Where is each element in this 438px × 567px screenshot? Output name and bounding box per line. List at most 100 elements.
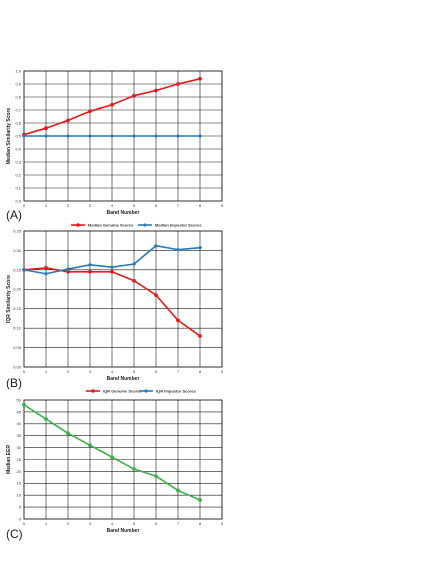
y-tick-label: 0.5 xyxy=(15,133,21,138)
x-tick-label: 6 xyxy=(155,369,158,374)
legend-swatch-marker xyxy=(91,389,95,393)
data-point xyxy=(44,417,48,421)
y-tick-label: 0.2 xyxy=(15,172,21,177)
y-tick-label: 35 xyxy=(17,433,22,438)
data-point xyxy=(88,109,92,114)
data-point xyxy=(198,498,202,502)
panel-label: (C) xyxy=(6,527,23,541)
data-point xyxy=(66,118,70,123)
data-point xyxy=(176,82,180,86)
x-tick-label: 4 xyxy=(111,521,114,526)
data-point xyxy=(132,278,136,283)
y-axis-title: IQR Similarity Score xyxy=(6,275,12,323)
y-tick-label: 20 xyxy=(17,469,22,474)
x-tick-label: 8 xyxy=(199,521,202,526)
y-tick-label: 0.15 xyxy=(13,306,22,311)
y-tick-label: 30 xyxy=(17,445,22,450)
data-point xyxy=(87,133,93,139)
data-point xyxy=(176,488,180,493)
y-tick-label: 0.3 xyxy=(15,159,21,164)
data-point xyxy=(21,267,27,273)
y-tick-label: 0.25 xyxy=(13,267,22,272)
y-tick-label: 0.20 xyxy=(13,287,22,292)
data-point xyxy=(109,133,115,139)
x-tick-label: 9 xyxy=(221,521,224,526)
y-tick-label: 0 xyxy=(19,516,22,521)
x-axis-title: Band Number xyxy=(107,376,140,382)
data-point xyxy=(131,133,137,139)
data-point xyxy=(175,247,181,252)
y-tick-label: 0.0 xyxy=(15,198,21,203)
data-point xyxy=(132,93,136,98)
data-point xyxy=(44,266,48,270)
x-tick-label: 0 xyxy=(23,521,26,526)
legend-label: IQR Impostor Scores xyxy=(156,389,197,394)
data-point xyxy=(22,402,26,407)
x-tick-label: 0 xyxy=(23,203,26,208)
chart-panel-1: 0 1 2 3 4 5 6 7 8 9 0.00 0.05 0.10 0.15 0.20 0.25 0.30 0.… xyxy=(6,228,224,393)
y-tick-label: 25 xyxy=(17,457,22,462)
data-point xyxy=(66,431,70,436)
x-axis-title: Band Number xyxy=(107,528,140,534)
legend-label: Median Impostor Scores xyxy=(155,223,202,228)
y-axis-title: Median Similarity Score xyxy=(6,108,12,165)
data-point xyxy=(88,443,92,448)
data-point xyxy=(197,133,203,139)
x-axis-title: Band Number xyxy=(107,210,140,216)
x-tick-label: 5 xyxy=(133,369,136,374)
data-point xyxy=(66,269,70,274)
y-tick-label: 0.00 xyxy=(13,364,22,369)
y-tick-label: 10 xyxy=(17,493,22,498)
data-point xyxy=(153,133,159,139)
y-axis-title: Median EER xyxy=(6,445,12,474)
x-tick-label: 1 xyxy=(45,521,48,526)
y-tick-label: 0.35 xyxy=(13,228,22,233)
y-tick-label: 0.05 xyxy=(13,345,22,350)
y-tick-label: 1.0 xyxy=(15,68,21,73)
data-point xyxy=(131,261,137,267)
x-tick-label: 2 xyxy=(67,203,70,208)
data-point xyxy=(197,245,203,250)
y-tick-label: 0.9 xyxy=(15,81,21,86)
data-point xyxy=(198,334,202,338)
x-tick-label: 7 xyxy=(177,203,180,208)
x-tick-label: 3 xyxy=(89,521,92,526)
data-point xyxy=(153,243,159,248)
y-tick-label: 45 xyxy=(17,409,22,414)
data-point xyxy=(65,266,71,272)
data-point xyxy=(175,133,181,139)
x-tick-label: 7 xyxy=(177,521,180,526)
data-point xyxy=(198,76,202,81)
x-tick-label: 1 xyxy=(45,369,48,374)
panel-label: (B) xyxy=(6,376,22,390)
x-tick-label: 6 xyxy=(155,521,158,526)
y-tick-label: 0.10 xyxy=(13,326,22,331)
x-tick-label: 2 xyxy=(67,521,70,526)
y-tick-label: 40 xyxy=(17,421,22,426)
data-point xyxy=(110,269,114,274)
y-tick-label: 0.7 xyxy=(15,107,21,112)
data-point xyxy=(154,293,158,298)
data-point xyxy=(44,126,48,131)
data-point xyxy=(154,88,158,93)
data-point xyxy=(65,133,71,139)
data-point xyxy=(110,102,114,107)
x-tick-label: 5 xyxy=(133,521,136,526)
y-tick-label: 0.8 xyxy=(15,94,21,99)
data-point xyxy=(109,264,115,270)
legend-label: IQR Genuine Scores xyxy=(103,389,142,394)
x-tick-label: 4 xyxy=(111,369,114,374)
y-tick-label: 5 xyxy=(19,505,22,510)
x-tick-label: 0 xyxy=(23,369,26,374)
x-tick-label: 1 xyxy=(45,203,48,208)
data-point xyxy=(43,271,49,276)
x-tick-label: 3 xyxy=(89,369,92,374)
y-tick-label: 0.6 xyxy=(15,120,21,125)
y-tick-label: 0.1 xyxy=(15,185,21,190)
x-tick-label: 5 xyxy=(133,203,136,208)
chart-panel-0: 0 1 2 3 4 5 6 7 8 9 0.0 0.1 0.2 0.3 0.4 0.5 0.6 0.7 0.8 0.9… xyxy=(6,68,224,227)
data-point xyxy=(87,262,93,268)
data-point xyxy=(88,269,92,274)
